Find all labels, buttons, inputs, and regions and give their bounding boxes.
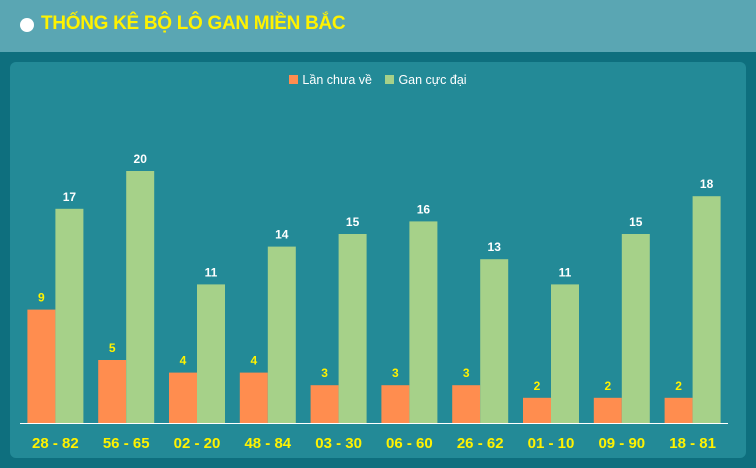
data-label-series-1-2: 4 [180,354,187,368]
data-label-series-2-7: 11 [559,265,572,279]
data-label-series-2-0: 17 [63,190,77,204]
bar-series-1-7[interactable] [523,397,551,423]
bar-series-2-1[interactable] [126,171,155,423]
bar-series-1-5[interactable] [381,385,410,423]
data-label-series-1-7: 2 [534,379,541,393]
bar-series-2-4[interactable] [338,234,367,423]
legend-item-series-2[interactable]: Gan cực đại [385,73,467,87]
data-label-series-1-8: 2 [604,379,611,393]
data-label-series-2-4: 15 [346,215,360,229]
data-label-series-1-0: 9 [38,291,45,305]
bar-series-1-6[interactable] [452,385,481,423]
bar-series-1-0[interactable] [27,309,56,423]
data-label-series-2-3: 14 [275,228,289,242]
data-label-series-2-9: 18 [700,177,714,191]
category-label-2: 02 - 20 [174,435,221,452]
bar-series-1-1[interactable] [98,360,127,423]
page-title: THỐNG KÊ BỘ LÔ GAN MIỀN BẮC [41,13,346,34]
data-label-series-1-4: 3 [321,366,328,380]
chart-legend: Lần chưa về Gan cực đại [0,73,756,87]
data-label-series-2-6: 13 [488,240,502,254]
bar-series-2-6[interactable] [480,259,509,423]
bar-series-1-2[interactable] [169,372,197,423]
bar-series-2-3[interactable] [267,246,296,423]
data-label-series-1-3: 4 [250,354,257,368]
data-label-series-1-9: 2 [675,379,682,393]
bar-series-1-3[interactable] [239,372,268,423]
legend-swatch-series-2 [385,75,395,85]
data-label-series-2-1: 20 [134,152,148,166]
legend-item-series-1[interactable]: Lần chưa về [289,73,372,87]
data-label-series-2-5: 16 [417,202,431,216]
bar-series-2-7[interactable] [551,284,579,423]
category-label-5: 06 - 60 [386,435,433,452]
data-label-series-1-1: 5 [109,341,116,355]
category-label-8: 09 - 90 [598,435,645,452]
category-label-6: 26 - 62 [457,435,504,452]
data-label-series-2-2: 11 [205,265,218,279]
bar-series-2-9[interactable] [692,196,721,423]
bullet-icon [20,18,34,32]
header-bar: THỐNG KÊ BỘ LÔ GAN MIỀN BẮC [0,0,756,52]
data-label-series-1-6: 3 [463,366,470,380]
category-label-7: 01 - 10 [528,435,575,452]
category-label-1: 56 - 65 [103,435,150,452]
bar-series-1-8[interactable] [593,397,622,423]
category-label-0: 28 - 82 [32,435,79,452]
legend-label-series-1: Lần chưa về [302,73,372,87]
data-label-series-1-5: 3 [392,366,399,380]
legend-swatch-series-1 [289,75,299,85]
category-label-9: 18 - 81 [669,435,716,452]
bar-series-2-5[interactable] [409,221,438,423]
bar-series-2-0[interactable] [55,208,84,423]
legend-label-series-2: Gan cực đại [398,73,467,87]
category-label-3: 48 - 84 [244,435,291,452]
data-label-series-2-8: 15 [629,215,643,229]
bar-series-1-4[interactable] [310,385,339,423]
category-label-4: 03 - 30 [315,435,362,452]
bar-series-1-9[interactable] [664,397,693,423]
bar-series-2-2[interactable] [197,284,225,423]
bar-series-2-8[interactable] [621,234,650,423]
